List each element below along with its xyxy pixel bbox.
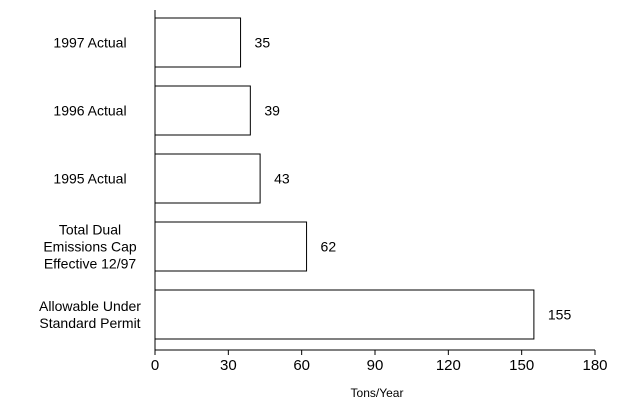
category-label: Allowable Under Standard Permit (39, 298, 141, 331)
x-axis-ticks: 0 30 60 90 120 150 180 (151, 350, 608, 374)
x-axis-title: Tons/Year (351, 386, 404, 400)
x-tick-label: 180 (582, 357, 607, 374)
category-label-line: Emissions Cap (43, 239, 137, 255)
bar (154, 17, 242, 68)
data-label: 35 (255, 35, 271, 51)
value-labels: 35 39 43 62 155 (255, 35, 572, 323)
bar (154, 153, 261, 204)
category-label-line: 1997 Actual (53, 35, 126, 51)
x-tick-label: 120 (436, 357, 461, 374)
category-label: Total Dual Emissions Cap Effective 12/97 (43, 222, 137, 272)
data-label: 39 (264, 103, 280, 119)
category-label: 1997 Actual (53, 35, 126, 51)
bar (154, 221, 308, 272)
data-label: 155 (548, 307, 572, 323)
x-tick-label: 0 (151, 357, 159, 374)
x-tick-label: 150 (509, 357, 534, 374)
category-label-line: Allowable Under (39, 298, 141, 314)
bar (154, 85, 251, 136)
category-label-line: Effective 12/97 (44, 256, 137, 272)
x-tick-label: 60 (293, 357, 310, 374)
category-label: 1995 Actual (53, 171, 126, 187)
bar (154, 289, 535, 340)
category-label-line: 1995 Actual (53, 171, 126, 187)
data-label: 43 (274, 171, 290, 187)
bars-group (154, 17, 535, 340)
category-label-line: Total Dual (59, 222, 121, 238)
category-label: 1996 Actual (53, 103, 126, 119)
category-label-line: 1996 Actual (53, 103, 126, 119)
data-label: 62 (321, 239, 337, 255)
category-labels: 1997 Actual 1996 Actual 1995 Actual Total D… (39, 35, 141, 332)
x-tick-label: 30 (220, 357, 237, 374)
category-label-line: Standard Permit (39, 315, 140, 331)
x-tick-label: 90 (367, 357, 384, 374)
